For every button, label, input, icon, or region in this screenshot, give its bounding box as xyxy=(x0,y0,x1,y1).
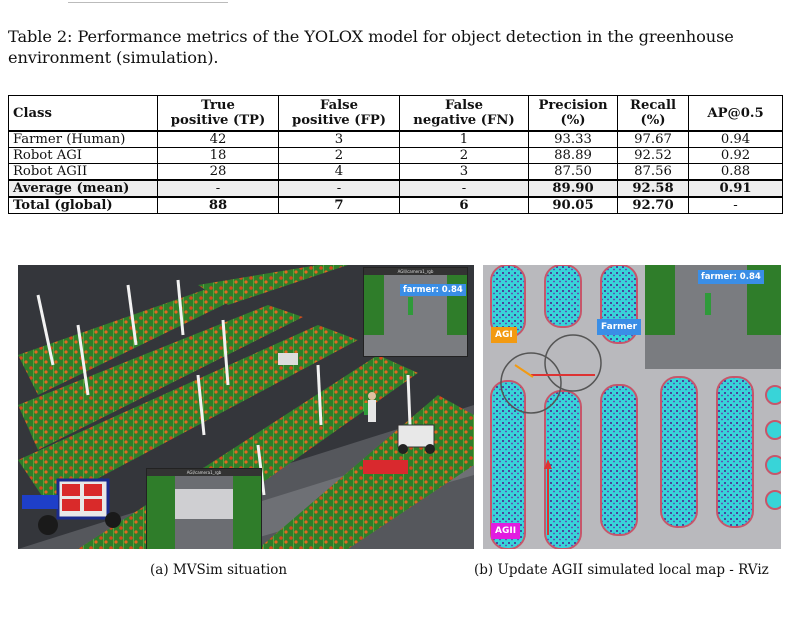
farmer-figure xyxy=(364,392,376,422)
table-header-row: Class True positive (TP) False positive (F… xyxy=(8,95,783,132)
figure-rviz-map: farmer: 0.84 AGI Farmer AGII xyxy=(483,265,781,549)
table-row: Robot AGI 18 2 2 88.89 92.52 0.92 xyxy=(8,147,783,164)
cell: - xyxy=(278,179,400,198)
header-precision: Precision (%) xyxy=(528,95,618,132)
cell: Robot AGII xyxy=(8,163,158,181)
farmer-detection-label: farmer: 0.84 xyxy=(400,284,466,296)
cell: Farmer (Human) xyxy=(8,130,158,148)
cell: Average (mean) xyxy=(8,179,158,198)
cell: 0.92 xyxy=(688,147,783,164)
cell: 3 xyxy=(399,163,529,181)
robot-agi xyxy=(397,424,435,454)
cell: 97.67 xyxy=(617,130,689,148)
header-ap: AP@0.5 xyxy=(688,95,783,132)
cell: 0.88 xyxy=(688,163,783,181)
figure-mvsim-scene: AGII/camera1_rgb farmer: 0.84 AGI/camera… xyxy=(18,265,474,549)
cell: - xyxy=(399,179,529,198)
header-tp: True positive (TP) xyxy=(157,95,279,132)
figure-a-caption: (a) MVSim situation xyxy=(150,562,288,578)
cell: 42 xyxy=(157,130,279,148)
cell: 7 xyxy=(278,196,400,214)
camera-window-bottom: AGI/camera1_rgb xyxy=(146,468,262,549)
agii-tag: AGII xyxy=(491,523,521,539)
cell: 92.58 xyxy=(617,179,689,198)
farmer-detection-label: farmer: 0.84 xyxy=(698,270,764,284)
agi-tag: AGI xyxy=(491,327,517,343)
header-recall: Recall (%) xyxy=(617,95,689,132)
table-caption: Table 2: Performance metrics of the YOLO… xyxy=(8,27,734,67)
cell: 92.52 xyxy=(617,147,689,164)
header-fp: False positive (FP) xyxy=(278,95,400,132)
cell: 3 xyxy=(278,130,400,148)
cell: 18 xyxy=(157,147,279,164)
cell: Total (global) xyxy=(8,196,158,214)
cell: 0.91 xyxy=(688,179,783,198)
camera-window-title: AGII/camera1_rgb xyxy=(364,268,467,275)
header-class: Class xyxy=(8,95,158,132)
cell: 87.56 xyxy=(617,163,689,181)
metrics-table: Class True positive (TP) False positive (F… xyxy=(8,95,783,214)
camera-window-top: AGII/camera1_rgb farmer: 0.84 xyxy=(363,267,468,357)
cell: 89.90 xyxy=(528,179,618,198)
cell: Robot AGI xyxy=(8,147,158,164)
cell: 1 xyxy=(399,130,529,148)
cell: 6 xyxy=(399,196,529,214)
cell: 90.05 xyxy=(528,196,618,214)
cell: 28 xyxy=(157,163,279,181)
rviz-camera-window: farmer: 0.84 xyxy=(645,265,781,369)
cell: 0.94 xyxy=(688,130,783,148)
cell: 92.70 xyxy=(617,196,689,214)
cell: - xyxy=(157,179,279,198)
header-fn: False negative (FN) xyxy=(399,95,529,132)
cell: 93.33 xyxy=(528,130,618,148)
page-top-fragment xyxy=(8,0,782,6)
cell: 4 xyxy=(278,163,400,181)
cell: 88.89 xyxy=(528,147,618,164)
cell: 2 xyxy=(399,147,529,164)
farmer-tag: Farmer xyxy=(597,319,642,335)
table-row-total: Total (global) 88 7 6 90.05 92.70 - xyxy=(8,196,783,214)
table-row-average: Average (mean) - - - 89.90 92.58 0.91 xyxy=(8,179,783,198)
cell: 2 xyxy=(278,147,400,164)
cell: 87.50 xyxy=(528,163,618,181)
camera-window-title: AGI/camera1_rgb xyxy=(147,469,261,476)
robot-agii xyxy=(22,478,121,535)
cell: - xyxy=(688,196,783,214)
cell: 88 xyxy=(157,196,279,214)
figure-b-caption: (b) Update AGII simulated local map - RV… xyxy=(474,562,769,578)
table-row: Robot AGII 28 4 3 87.50 87.56 0.88 xyxy=(8,163,783,181)
table-row: Farmer (Human) 42 3 1 93.33 97.67 0.94 xyxy=(8,130,783,148)
